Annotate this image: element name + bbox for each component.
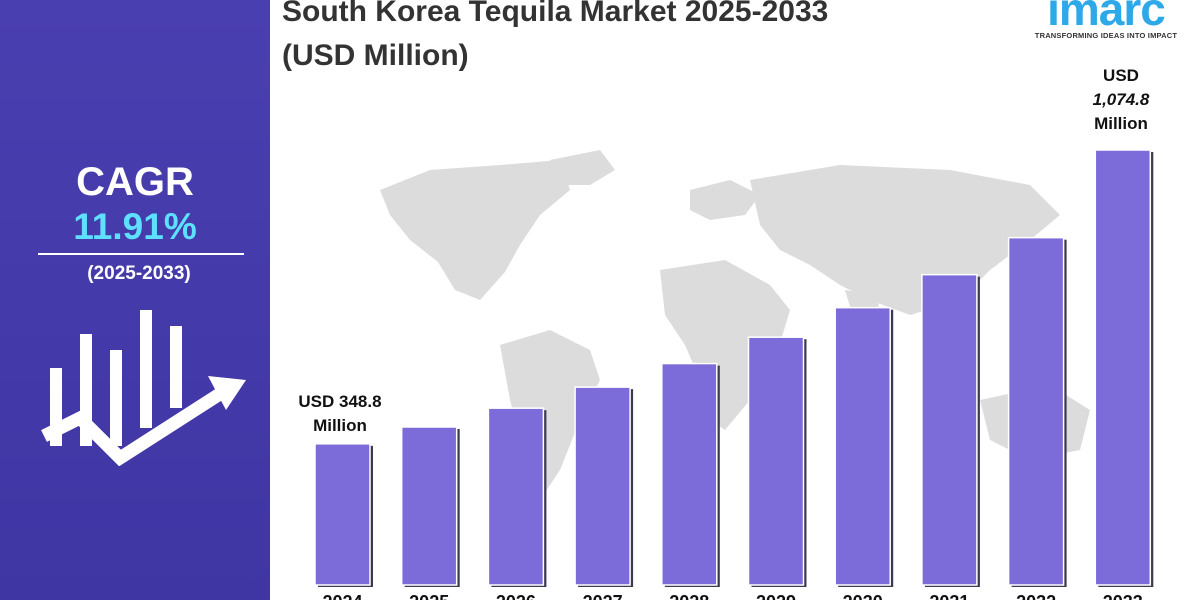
last-unit-line: Million: [1094, 114, 1148, 133]
cagr-sidebar: CAGR 11.91% (2025-2033): [0, 0, 270, 600]
x-tick-label: 2027: [583, 592, 623, 600]
logo-tagline: TRANSFORMING IDEAS INTO IMPACT: [1034, 31, 1178, 40]
x-tick-label: 2030: [843, 592, 883, 600]
x-tick-labels: 2024 2025 2026 2027 2028 2029 2030 2031 2032 2033: [322, 592, 1142, 600]
first-value-line: USD 348.8: [298, 392, 382, 411]
x-tick-label: 2029: [756, 592, 796, 600]
x-tick-label: 2026: [496, 592, 536, 600]
bar-2030: [834, 306, 891, 586]
bar-2024: [314, 443, 371, 586]
last-value-label: USD 1,074.8 Million: [1066, 64, 1176, 136]
world-map-background: [380, 150, 1090, 500]
bar-2027: [574, 386, 631, 586]
x-tick-label: 2031: [929, 592, 969, 600]
bar-2029: [747, 336, 805, 586]
first-value-label: USD 348.8 Million: [280, 390, 400, 438]
cagr-value: 11.91%: [73, 206, 197, 247]
chart-title-line-1: South Korea Tequila Market 2025-2033: [282, 0, 829, 28]
bar-2026: [487, 407, 545, 586]
x-tick-label: 2028: [669, 592, 709, 600]
bars: [314, 149, 1154, 587]
x-tick-label: 2025: [409, 592, 449, 600]
x-tick-label: 2024: [322, 592, 362, 600]
bar-2025: [400, 426, 458, 586]
bar-2028: [661, 362, 718, 586]
imarc-logo: imarc TRANSFORMING IDEAS INTO IMPACT: [1022, 0, 1190, 42]
first-unit-line: Million: [313, 416, 367, 435]
cagr-label: CAGR: [76, 160, 194, 204]
last-value-line: 1,074.8: [1092, 90, 1150, 109]
x-tick-label: 2032: [1016, 592, 1056, 600]
bar-2032: [1007, 236, 1065, 586]
last-currency-line: USD: [1103, 66, 1139, 85]
logo-wordmark: imarc: [1047, 0, 1166, 35]
bar-2033: [1094, 149, 1152, 586]
bar-chart-growth-arrow-icon: [41, 310, 246, 466]
cagr-divider: [38, 253, 244, 255]
cagr-period: (2025-2033): [87, 263, 191, 284]
bar-2031: [921, 273, 978, 586]
chart-title-line-2: (USD Million): [282, 39, 469, 72]
x-tick-label: 2033: [1103, 592, 1143, 600]
